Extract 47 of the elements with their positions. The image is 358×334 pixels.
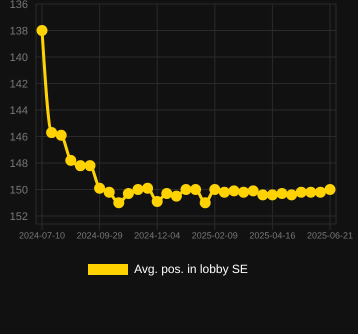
y-tick-label: 152 <box>10 210 28 223</box>
point <box>142 182 154 194</box>
point <box>296 186 307 198</box>
point <box>46 127 58 138</box>
point <box>190 184 202 196</box>
point <box>257 189 268 200</box>
y-tick-label: 140 <box>10 52 28 64</box>
point <box>132 184 144 196</box>
point <box>113 197 124 208</box>
x-tick-label: 2024-12-04 <box>134 230 180 240</box>
point <box>84 160 96 172</box>
point <box>228 185 240 196</box>
y-tick-label: 138 <box>10 25 28 38</box>
point <box>200 197 211 208</box>
point <box>248 185 259 196</box>
point <box>266 189 278 200</box>
point <box>286 189 298 200</box>
point <box>314 186 326 198</box>
point <box>36 25 48 36</box>
y-tick-label: 136 <box>10 0 28 11</box>
point <box>180 184 192 196</box>
point <box>209 184 220 196</box>
point <box>56 130 67 141</box>
point <box>218 186 230 198</box>
point <box>122 188 134 200</box>
y-tick-label: 144 <box>10 104 28 117</box>
x-tick-label: 2025-02-09 <box>192 230 238 240</box>
point <box>65 154 76 166</box>
point <box>94 182 106 194</box>
legend-label: Avg. pos. in lobby SE <box>134 262 248 276</box>
point <box>170 190 182 202</box>
point <box>104 186 115 198</box>
y-tick-label: 150 <box>10 184 28 196</box>
point <box>238 186 250 198</box>
y-tick-label: 142 <box>10 78 28 90</box>
point <box>152 196 163 207</box>
x-tick-label: 2025-04-16 <box>249 230 296 240</box>
x-tick-label: 2025-06-21 <box>306 230 354 240</box>
y-tick-label: 146 <box>10 131 28 144</box>
y-tick-label: 148 <box>10 158 28 170</box>
point <box>276 188 288 200</box>
point <box>74 160 86 172</box>
x-tick-label: 2024-09-29 <box>76 230 123 240</box>
point <box>324 184 336 196</box>
x-tick-label: 2024-07-10 <box>18 230 66 240</box>
point <box>161 188 172 200</box>
point <box>305 186 316 198</box>
